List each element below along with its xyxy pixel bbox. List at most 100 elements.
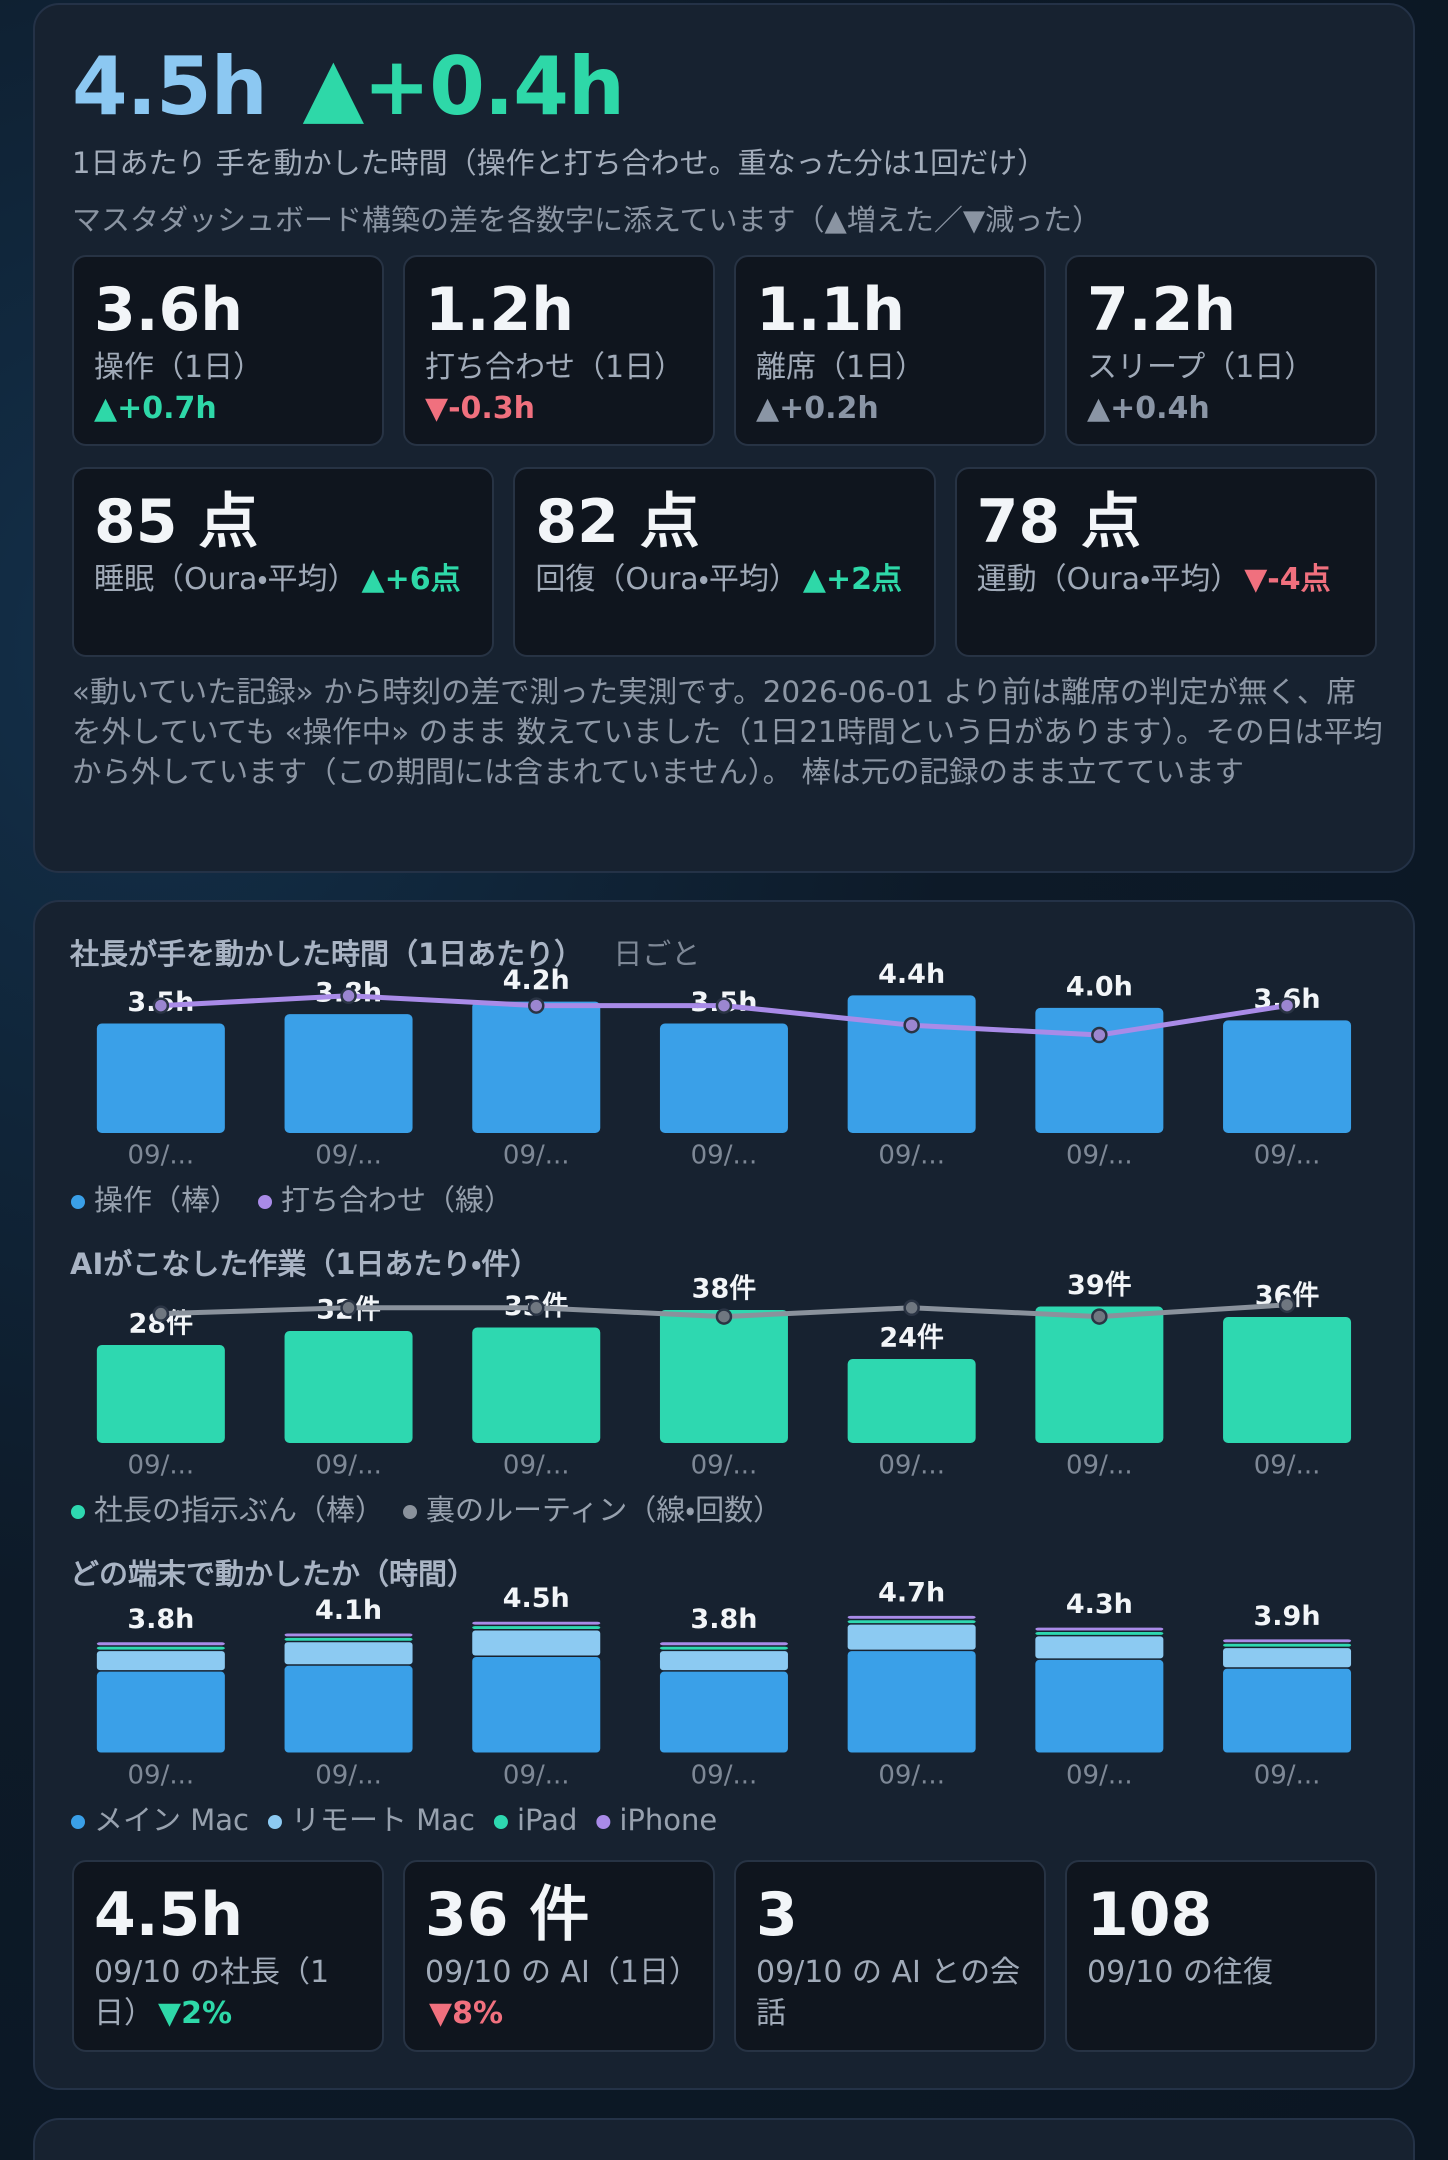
metric-value: 4.5h xyxy=(94,1880,244,1950)
legend-label: iPad xyxy=(517,1803,577,1837)
metric-label: 09/10 の社長（1日） ▼2% xyxy=(94,1952,362,2034)
bar xyxy=(659,1310,788,1443)
headline-delta: ▲+0.4h xyxy=(302,40,625,133)
metric-label-text: 09/10 の AI（1日） xyxy=(425,1955,699,1990)
metric-label: スリープ（1日） xyxy=(1087,347,1355,388)
legend-swatch xyxy=(267,1815,282,1829)
line-point xyxy=(715,997,733,1014)
stack-segment xyxy=(659,1651,788,1671)
x-tick-label: 09/... xyxy=(315,1141,382,1171)
stack-segment xyxy=(1035,1631,1164,1635)
bar-value-label: 4.0h xyxy=(1066,971,1133,1002)
metric-card: 108 09/10 の往復 xyxy=(1065,1860,1377,2052)
next-panel xyxy=(33,2118,1415,2160)
metric-delta: ▲+0.4h xyxy=(1087,391,1210,426)
stack-segment xyxy=(1223,1648,1352,1668)
bar xyxy=(1223,1020,1352,1133)
metric-card: 82 点回復（Oura・平均） ▲+2点 xyxy=(513,467,936,657)
bar xyxy=(284,1014,413,1133)
x-tick-label: 09/... xyxy=(1254,1451,1321,1481)
chart-title: 社長が手を動かした時間（1日あたり） xyxy=(69,937,583,971)
headline-subtitle: 1日あたり 手を動かした時間（操作と打ち合わせ。重なった分は1回だけ） xyxy=(72,146,1047,180)
legend-swatch xyxy=(71,1815,85,1829)
stack-segment xyxy=(1035,1659,1164,1753)
bar xyxy=(96,1345,225,1443)
headline: 4.5h ▲+0.4h xyxy=(72,40,625,133)
bar xyxy=(1035,1306,1164,1443)
x-tick-label: 09/... xyxy=(878,1761,945,1791)
metric-label-text: 打ち合わせ（1日） xyxy=(425,350,685,385)
metric-label-text: スリープ（1日） xyxy=(1087,350,1315,385)
bar-value-label: 24件 xyxy=(879,1323,944,1354)
bar xyxy=(284,1331,413,1443)
metric-delta: ▼2% xyxy=(158,1996,233,2031)
x-tick-label: 09/... xyxy=(878,1451,945,1481)
metric-value: 85 点 xyxy=(94,487,259,557)
x-tick-label: 09/... xyxy=(1066,1761,1133,1791)
stack-segment xyxy=(96,1642,225,1646)
stack-segment xyxy=(472,1621,601,1625)
metric-delta: ▼-4点 xyxy=(1244,562,1331,597)
bar xyxy=(659,1023,788,1133)
legend-swatch xyxy=(258,1195,273,1209)
stack-total-label: 3.8h xyxy=(690,1604,757,1635)
metric-card: 85 点睡眠（Oura・平均） ▲+6点 xyxy=(72,467,495,657)
legend-note: マスタダッシュボード構築の差を各数字に添えています（▲増えた／▼減った） xyxy=(72,203,1102,237)
x-tick-label: 09/... xyxy=(1254,1141,1321,1171)
x-tick-label: 09/... xyxy=(128,1451,195,1481)
metric-value: 1.1h xyxy=(756,275,906,345)
legend-label: 打ち合わせ（線） xyxy=(281,1183,513,1217)
x-tick-label: 09/... xyxy=(691,1141,758,1171)
metric-row: 3.6h 操作（1日） ▲+0.7h 1.2h 打ち合わせ（1日） ▼-0.3h 1.1h 離… xyxy=(72,255,1377,446)
line-point xyxy=(1091,1026,1108,1044)
stack-segment xyxy=(847,1624,976,1650)
metric-label: 離席（1日） xyxy=(756,347,1024,388)
stack-total-label: 4.1h xyxy=(315,1595,382,1626)
chart-title: AIがこなした作業（1日あたり・件） xyxy=(70,1247,539,1281)
x-tick-label: 09/... xyxy=(128,1761,195,1791)
metric-label: 回復（Oura・平均） ▲+2点 xyxy=(535,559,913,600)
metric-label-text: 睡眠（Oura・平均） xyxy=(94,562,358,597)
stack-total-label: 4.5h xyxy=(503,1583,570,1614)
bar-value-label: 4.4h xyxy=(878,959,945,990)
x-tick-label: 09/... xyxy=(691,1761,758,1791)
x-tick-label: 09/... xyxy=(503,1761,570,1791)
metric-delta: ▲+2点 xyxy=(802,562,902,597)
stack-segment xyxy=(284,1637,413,1641)
score-row: 85 点睡眠（Oura・平均） ▲+6点 82 点回復（Oura・平均） ▲+2点 78… xyxy=(72,467,1377,657)
stack-segment xyxy=(1035,1636,1164,1659)
metric-delta: ▲+0.2h xyxy=(756,391,879,426)
legend-label: リモート Mac xyxy=(291,1803,475,1837)
line-point xyxy=(528,997,545,1014)
stack-segment xyxy=(472,1630,601,1656)
metric-value: 3 xyxy=(756,1880,798,1950)
metric-value: 3.6h xyxy=(94,275,244,345)
stack-segment xyxy=(472,1656,601,1753)
metric-card: 7.2h スリープ（1日） ▲+0.4h xyxy=(1065,255,1377,446)
metric-label: 操作（1日） xyxy=(94,347,362,388)
x-tick-label: 09/... xyxy=(128,1141,195,1171)
metric-label: 09/10 の AI（1日） ▼8% xyxy=(425,1952,699,2034)
x-tick-label: 09/... xyxy=(315,1761,382,1791)
chart-subtitle: 日ごと xyxy=(613,937,700,971)
metric-label-text: 09/10 の社長（1日） xyxy=(94,1955,330,2031)
stack-segment xyxy=(1223,1643,1352,1647)
metric-card: 78 点運動（Oura・平均） ▼-4点 xyxy=(954,467,1377,657)
x-tick-label: 09/... xyxy=(691,1451,758,1481)
stack-segment xyxy=(1035,1627,1164,1631)
bar-value-label: 39件 xyxy=(1067,1270,1132,1301)
footnote: «動いていた記録» から時刻の差で測った実測です。2026-06-01 より前は… xyxy=(72,675,1383,789)
metric-label-text: 09/10 の往復 xyxy=(1087,1955,1273,1990)
stack-segment xyxy=(284,1642,413,1665)
metric-label: 打ち合わせ（1日） xyxy=(425,347,693,388)
line-point xyxy=(1091,1308,1108,1325)
legend-swatch xyxy=(71,1505,85,1519)
line-point xyxy=(528,1299,545,1317)
metric-delta: ▼8% xyxy=(429,1996,504,2031)
x-tick-label: 09/... xyxy=(1066,1141,1133,1171)
metric-card: 1.2h 打ち合わせ（1日） ▼-0.3h xyxy=(403,255,715,446)
stack-segment xyxy=(1223,1668,1352,1753)
metric-label: 運動（Oura・平均） ▼-4点 xyxy=(977,559,1355,600)
line-point xyxy=(340,1299,357,1317)
